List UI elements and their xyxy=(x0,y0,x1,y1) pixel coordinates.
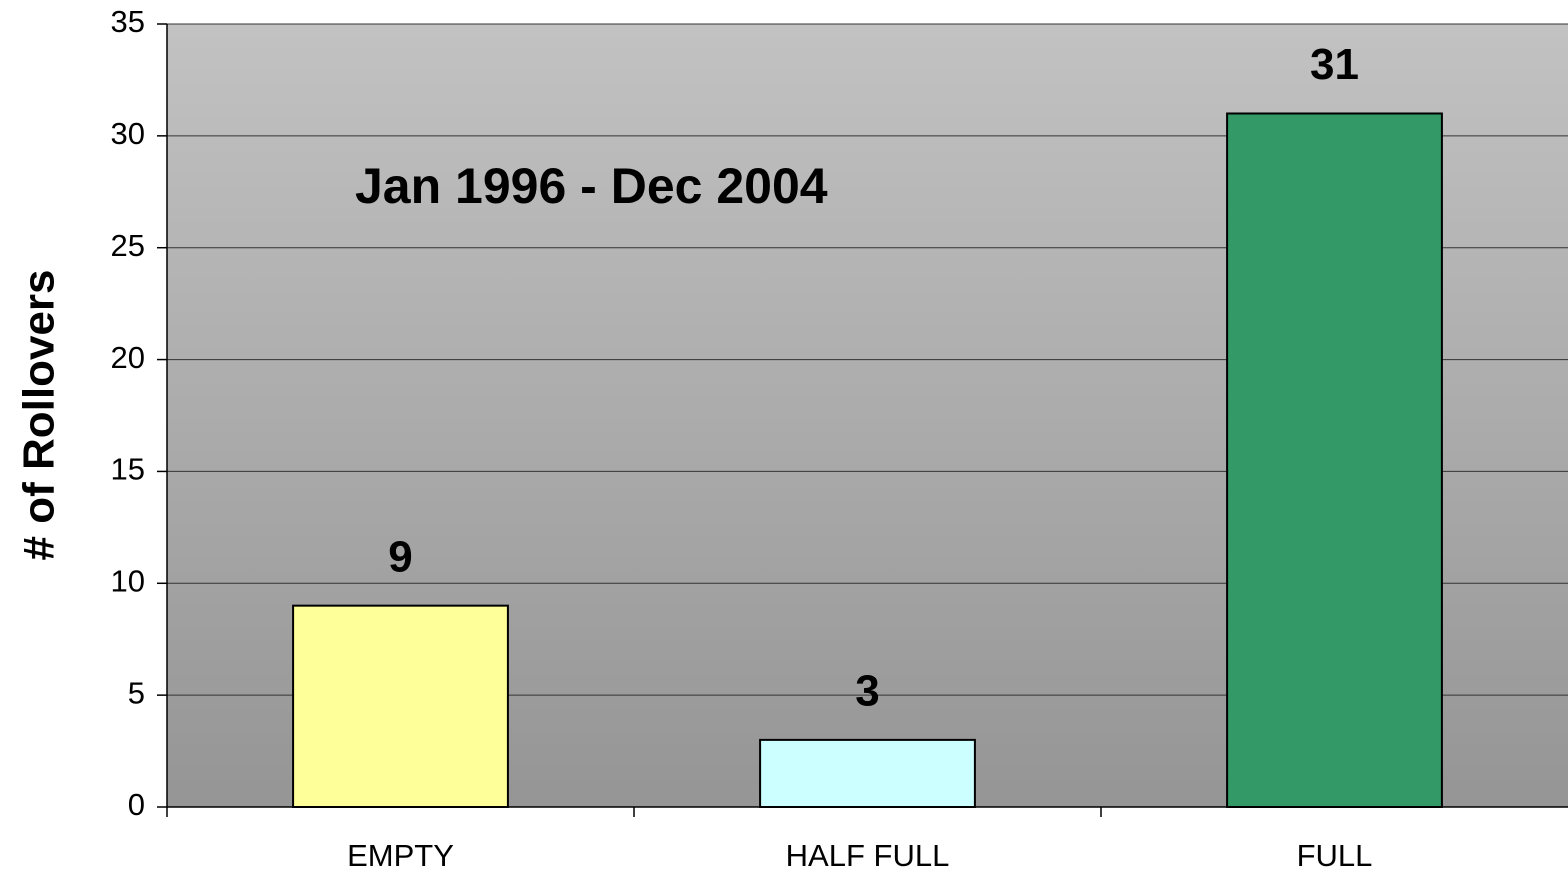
x-tick-label: HALF FULL xyxy=(786,838,950,873)
bar xyxy=(1226,112,1443,808)
annotation: Jan 1996 - Dec 2004 xyxy=(355,158,828,214)
y-tick-label: 10 xyxy=(111,563,145,598)
data-label: 3 xyxy=(855,667,879,716)
y-axis-label: # of Rollovers xyxy=(15,270,64,561)
bar xyxy=(292,604,509,809)
y-tick-label: 30 xyxy=(111,116,145,151)
y-tick-label: 25 xyxy=(111,228,145,263)
y-tick-label: 20 xyxy=(111,340,145,375)
data-label: 31 xyxy=(1310,40,1359,89)
y-tick-label: 35 xyxy=(111,4,145,39)
y-tick-label: 0 xyxy=(128,787,145,822)
y-tick-label: 15 xyxy=(111,452,145,487)
x-tick-label: EMPTY xyxy=(347,838,454,873)
bar xyxy=(759,738,976,809)
y-tick-label: 5 xyxy=(128,675,145,710)
x-tick-label: FULL xyxy=(1297,838,1373,873)
data-label: 9 xyxy=(388,532,412,581)
